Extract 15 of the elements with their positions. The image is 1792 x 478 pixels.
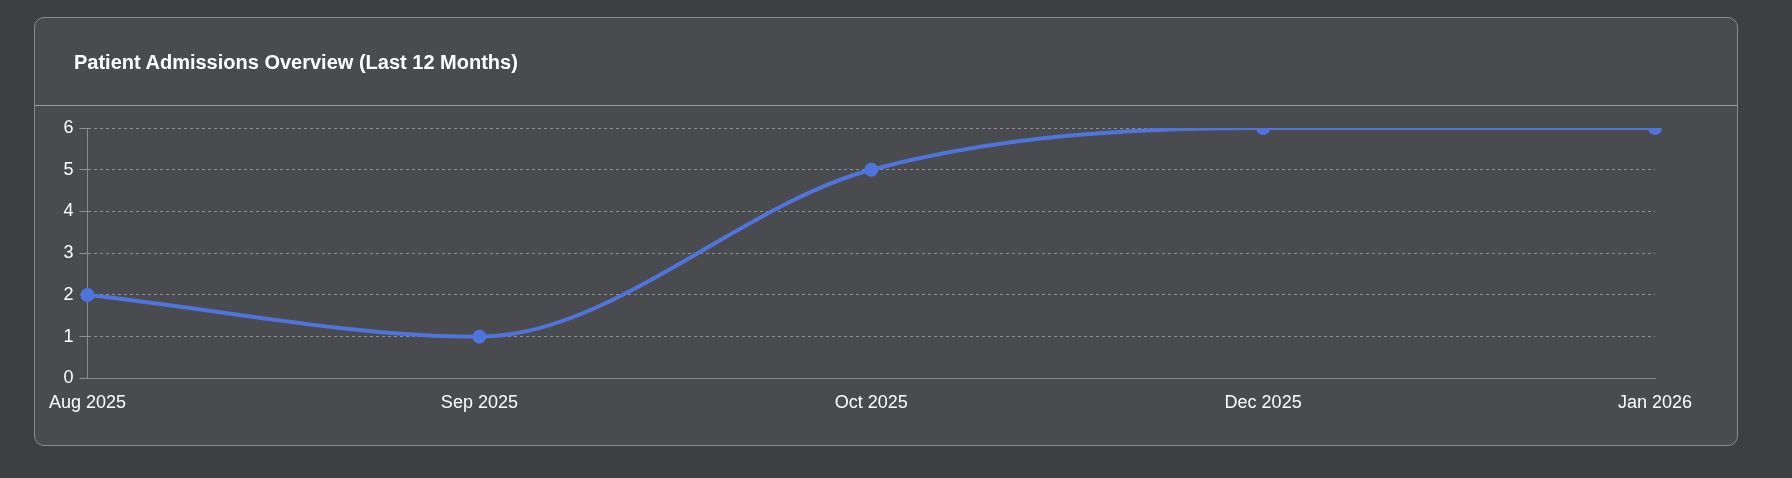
y-tick-label: 4 bbox=[63, 200, 74, 221]
y-tick-label: 2 bbox=[63, 283, 74, 304]
y-tick-label: 3 bbox=[63, 242, 74, 263]
y-tick-label: 0 bbox=[63, 367, 74, 388]
x-tick-label: Dec 2025 bbox=[1224, 392, 1302, 413]
x-tick-label: Sep 2025 bbox=[440, 392, 518, 413]
chart-title: Patient Admissions Overview (Last 12 Months) bbox=[35, 18, 1737, 106]
point bbox=[80, 287, 95, 302]
y-tick-label: 1 bbox=[63, 325, 74, 346]
point bbox=[472, 329, 487, 344]
x-tick-label: Jan 2026 bbox=[1617, 392, 1693, 413]
y-tick-label: 6 bbox=[63, 116, 74, 137]
x-tick-label: Aug 2025 bbox=[49, 392, 127, 413]
y-tick-label: 5 bbox=[63, 158, 74, 179]
x-tick-label: Oct 2025 bbox=[834, 392, 908, 413]
